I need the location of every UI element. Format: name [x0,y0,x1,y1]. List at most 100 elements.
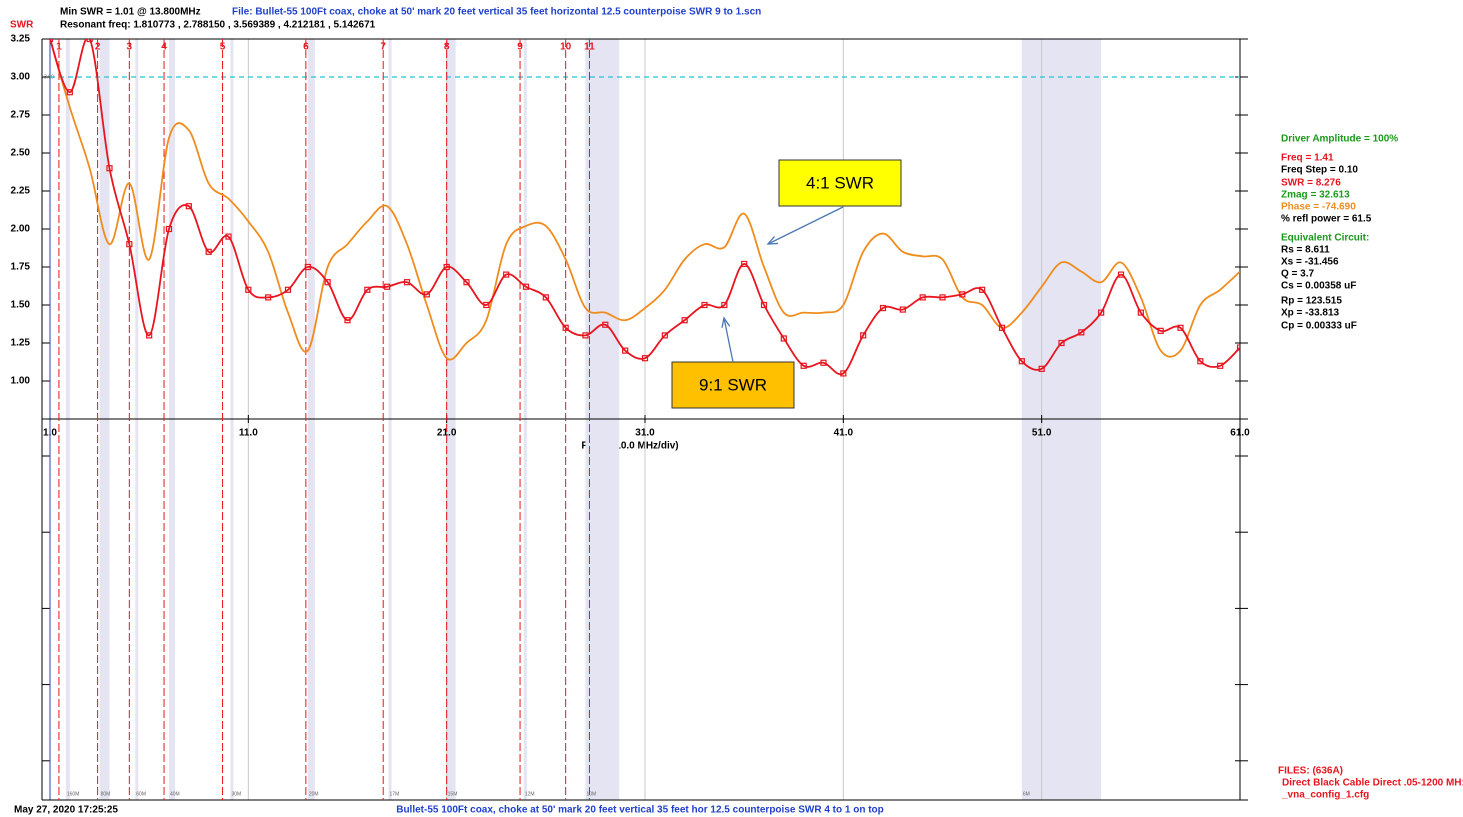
point [284,286,292,293]
marker-label: 8 [444,42,450,53]
reference-label: 3.00 [44,74,54,80]
point [939,294,946,301]
point [860,332,867,339]
annotation: 9:1 SWR [699,375,767,394]
y-tick-label: 1.50 [11,300,31,311]
point [1117,271,1125,278]
footer-date: May 27, 2020 17:25:25 [14,805,118,816]
band-label: 40M [170,791,180,797]
marker-label: 5 [220,42,226,53]
point [265,294,272,301]
band-label: 6M [1023,791,1030,797]
marker-label: 3 [127,42,133,53]
band-label: 12M [525,791,535,797]
band-label: 80M [101,791,111,797]
x-axis-label: FREQ (10.0 MHz/div) [581,441,678,452]
y-tick-label: 2.00 [11,224,31,235]
point [998,324,1006,331]
point [304,263,311,271]
point [522,283,530,290]
panel-line: Driver Amplitude = 100% [1281,134,1398,145]
files-line: _vna_config_1.cfg [1281,790,1369,801]
band-label: 10M [587,791,597,797]
point [126,241,133,248]
band-label: 15M [448,791,458,797]
annotation-arrow [767,206,844,245]
point [1177,324,1184,331]
annotation-arrow [723,317,734,363]
point [1078,329,1085,336]
resonant-freq: Resonant freq: 1.810773 , 2.788150 , 3.5… [60,20,376,31]
point [146,332,153,339]
marker-label: 7 [380,42,386,53]
point [443,263,450,271]
point [185,203,192,210]
panel-line: Freq = 1.41 [1281,153,1334,164]
y-tick-label: 1.00 [11,376,31,387]
x-tick-label: 31.0 [635,428,655,439]
y-tick-label: 2.50 [11,148,31,159]
point [899,306,906,313]
marker-label: 4 [161,42,167,53]
point [582,332,589,339]
panel-line: Rs = 8.611 [1281,245,1330,256]
axis-name: SWR [10,20,34,31]
point [225,233,232,240]
files-line: FILES: (636A) [1278,766,1343,777]
point [1098,309,1105,316]
point [879,304,887,312]
x-tick-label: 11.0 [239,428,258,439]
point [1236,344,1240,351]
point [741,260,748,268]
point [800,362,807,369]
point [483,301,490,309]
marker-label: 9 [517,42,523,53]
point [721,301,728,309]
y-tick-label: 1.75 [11,262,31,273]
point [324,279,331,286]
point [86,39,93,43]
panel-line: SWR = 8.276 [1281,178,1341,189]
footer-note: Bullet-55 100Ft coax, choke at 50' mark … [396,805,884,816]
marker-label: 10 [560,42,572,53]
annotation-box [778,159,902,207]
min-swr: Min SWR = 1.01 @ 13.800MHz [60,7,201,18]
point [1157,327,1164,334]
point [661,332,668,339]
point [760,301,768,309]
band-label: 30M [231,791,241,797]
point [641,355,649,362]
marker-label: 2 [95,42,101,53]
x-tick-label: 41.0 [834,428,854,439]
panel-line: Zmag = 32.613 [1281,190,1350,201]
marker-label: 1 [56,42,62,53]
band-label: 17M [390,791,400,797]
panel-line: Phase = -74.690 [1281,202,1356,213]
panel-line: Q = 3.7 [1281,269,1315,280]
point [820,359,827,366]
point [245,286,252,293]
point [959,291,966,298]
y-tick-label: 1.25 [11,338,31,349]
file-name: File: Bullet-55 100Ft coax, choke at 50'… [232,7,761,18]
point [384,283,391,290]
panel-line: Cs = 0.00358 uF [1281,281,1356,292]
panel-line: Cp = 0.00333 uF [1281,321,1357,332]
point [1137,309,1144,316]
point [840,370,847,377]
point [701,301,708,309]
marker-label: 11 [584,42,595,53]
point [919,294,926,301]
panel-line: Xs = -31.456 [1281,257,1339,268]
point [205,248,212,255]
point [1058,339,1065,347]
point [106,165,113,172]
point [1197,358,1204,365]
point [1018,358,1025,365]
band-label: 160M [67,791,80,797]
files-line: Direct Black Cable Direct .05-1200 MH: [1282,778,1463,789]
arrow-head [766,236,779,245]
panel-line: Xp = -33.813 [1281,308,1340,319]
